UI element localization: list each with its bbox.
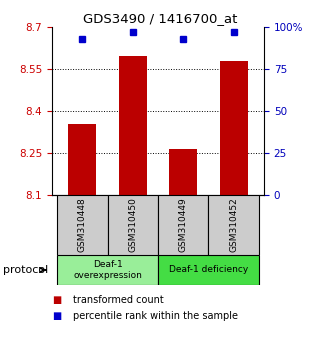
Bar bbox=[57, 255, 158, 285]
Bar bbox=[158, 255, 259, 285]
Text: Deaf-1
overexpression: Deaf-1 overexpression bbox=[73, 260, 142, 280]
Bar bbox=[208, 195, 259, 255]
Bar bbox=[169, 149, 197, 195]
Text: GSM310452: GSM310452 bbox=[229, 198, 238, 252]
Text: GDS3490 / 1416700_at: GDS3490 / 1416700_at bbox=[83, 12, 237, 25]
Text: ■: ■ bbox=[52, 311, 61, 321]
Text: transformed count: transformed count bbox=[73, 295, 164, 305]
Text: ■: ■ bbox=[52, 295, 61, 305]
Bar bbox=[220, 61, 248, 195]
Text: protocol: protocol bbox=[3, 265, 48, 275]
Text: GSM310448: GSM310448 bbox=[78, 198, 87, 252]
Text: GSM310449: GSM310449 bbox=[179, 198, 188, 252]
Bar bbox=[119, 56, 147, 195]
Bar bbox=[158, 195, 208, 255]
Bar bbox=[57, 195, 108, 255]
Text: Deaf-1 deficiency: Deaf-1 deficiency bbox=[169, 266, 248, 274]
Bar bbox=[108, 195, 158, 255]
Bar bbox=[68, 124, 96, 195]
Text: GSM310450: GSM310450 bbox=[128, 198, 137, 252]
Text: percentile rank within the sample: percentile rank within the sample bbox=[73, 311, 238, 321]
